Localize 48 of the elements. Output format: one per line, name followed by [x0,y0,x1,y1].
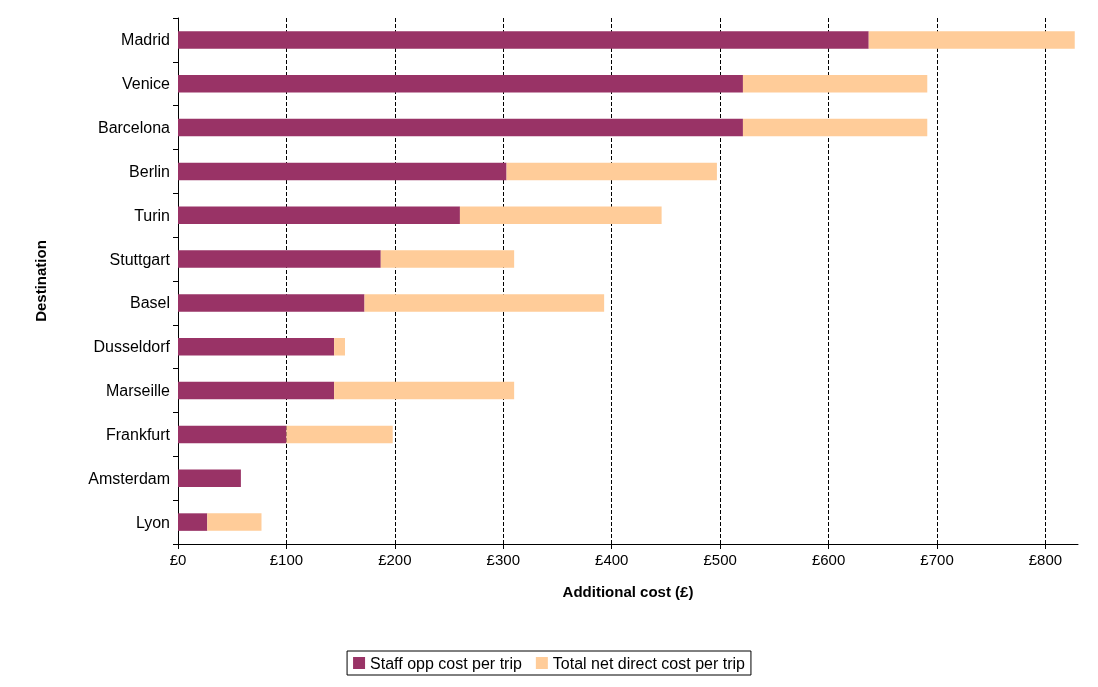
bar [178,31,869,49]
bar [178,294,365,312]
y-tick-label: Madrid [121,31,170,49]
bar [742,74,928,93]
legend-label: Staff opp cost per trip [370,654,522,672]
legend-label: Total net direct cost per trip [552,654,746,672]
bar [380,250,515,268]
bar [178,381,335,400]
bar [286,425,393,444]
x-tick-label: £100 [269,551,304,568]
x-axis-title: Additional cost (£) [562,583,694,600]
bar [178,469,241,488]
bar [178,118,743,137]
x-tick-label: £800 [1028,551,1063,568]
y-tick-label: Dusseldorf [93,338,171,356]
bar [178,337,335,356]
x-tick-label: £400 [595,551,629,568]
bar [334,381,515,400]
y-tick-label: Barcelona [97,119,171,137]
x-tick-label: £700 [920,551,954,568]
x-tick-label: £200 [378,551,412,568]
y-axis-title: Destination [32,240,49,322]
bar [364,294,605,312]
x-tick-label: £300 [486,551,520,568]
bar [207,513,262,531]
y-tick-label: Basel [129,294,170,312]
y-tick-label: Marseille [105,382,171,400]
y-tick-label: Frankfurt [105,425,171,443]
y-tick-label: Stuttgart [109,250,171,268]
x-tick-label: £500 [703,551,737,568]
bar [178,425,287,444]
bar [868,31,1075,49]
bar [506,162,717,181]
bar [742,118,928,137]
y-tick-label: Turin [134,206,170,224]
bar [334,337,345,356]
y-tick-label: Lyon [135,513,170,531]
y-tick-label: Berlin [129,162,170,180]
bar [178,162,507,181]
bar [178,250,381,268]
bar [178,74,743,93]
bar [178,513,208,531]
x-tick-label: £0 [169,551,187,568]
bar [459,206,662,225]
y-tick-label: Venice [121,75,171,93]
bar [178,206,460,225]
x-tick-label: £600 [811,551,846,568]
y-tick-label: Amsterdam [88,469,170,487]
